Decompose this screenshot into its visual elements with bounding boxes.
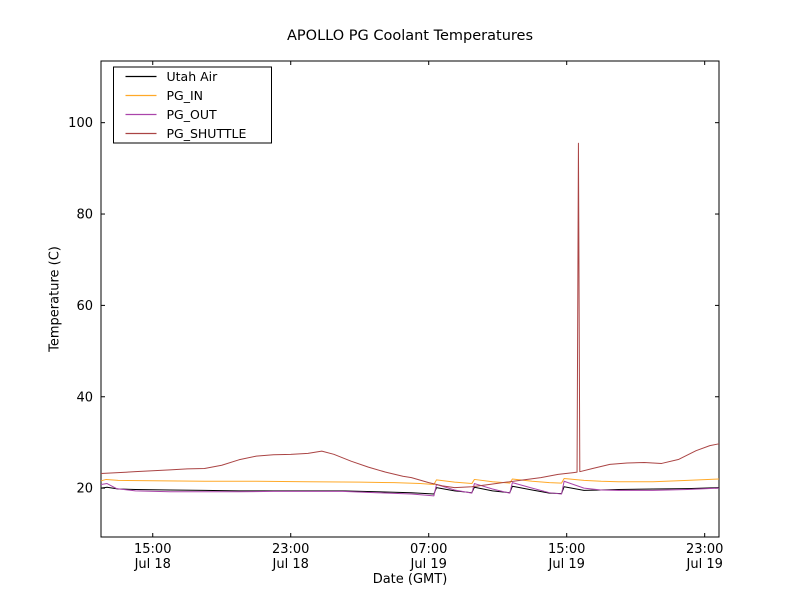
legend-box xyxy=(113,66,272,144)
legend-label-utah-air: Utah Air xyxy=(167,69,219,84)
y-tick-label: 80 xyxy=(76,208,93,223)
x-tick-label-date: Jul 19 xyxy=(410,557,447,572)
legend-label-pg-in: PG_IN xyxy=(167,88,204,103)
x-tick-label-time: 23:00 xyxy=(686,542,723,557)
x-tick-label-date: Jul 18 xyxy=(272,557,309,572)
x-tick-label-date: Jul 19 xyxy=(686,557,723,572)
plot-frame xyxy=(100,60,720,538)
x-tick-label-date: Jul 18 xyxy=(134,557,171,572)
y-tick-label: 20 xyxy=(76,482,93,497)
x-tick-label-time: 15:00 xyxy=(134,542,171,557)
legend-label-pg-shuttle: PG_SHUTTLE xyxy=(167,126,247,141)
x-tick-label-time: 15:00 xyxy=(548,542,585,557)
y-tick-label: 40 xyxy=(76,390,93,405)
legend-label-pg-out: PG_OUT xyxy=(167,107,217,122)
series-line-pg-out xyxy=(100,480,720,497)
x-tick-label-date: Jul 19 xyxy=(548,557,585,572)
series-line-pg-in xyxy=(100,478,720,485)
y-tick-label: 100 xyxy=(68,116,93,131)
x-axis-label: Date (GMT) xyxy=(372,572,448,587)
x-tick-label-time: 23:00 xyxy=(272,542,309,557)
y-tick-label: 60 xyxy=(76,299,93,314)
series-line-pg-shuttle xyxy=(100,142,720,489)
x-tick-label-time: 07:00 xyxy=(410,542,447,557)
chart-title: APOLLO PG Coolant Temperatures xyxy=(287,28,533,44)
y-axis-label: Temperature (C) xyxy=(47,246,63,352)
